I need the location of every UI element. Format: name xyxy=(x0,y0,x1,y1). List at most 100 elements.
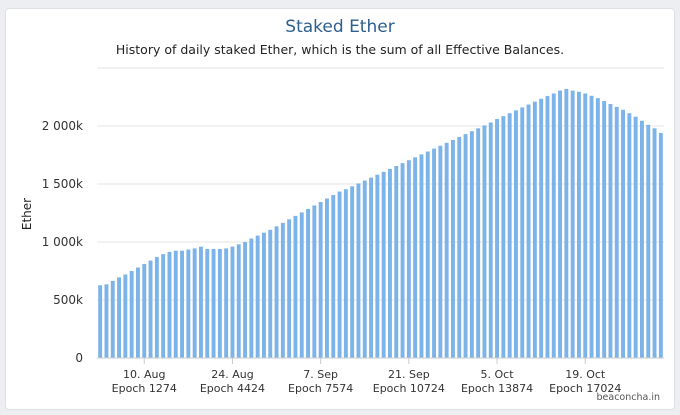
credits-link[interactable]: beaconcha.in xyxy=(596,392,661,403)
y-tick-label: 1 000k xyxy=(42,235,83,249)
bar[interactable] xyxy=(104,284,109,358)
bar[interactable] xyxy=(325,198,329,359)
bar[interactable] xyxy=(388,168,392,358)
bar[interactable] xyxy=(595,98,600,358)
bar[interactable] xyxy=(646,124,651,358)
bar[interactable] xyxy=(280,222,285,358)
bar[interactable] xyxy=(394,166,399,358)
bar[interactable] xyxy=(413,157,418,358)
bar[interactable] xyxy=(406,160,411,358)
bar[interactable] xyxy=(154,257,159,358)
bar[interactable] xyxy=(469,131,474,358)
bar[interactable] xyxy=(621,109,626,358)
bar[interactable] xyxy=(608,103,613,359)
bar[interactable] xyxy=(136,267,140,358)
bar[interactable] xyxy=(268,229,273,358)
bar[interactable] xyxy=(123,274,128,358)
bar[interactable] xyxy=(526,104,531,358)
x-tick-date: 10. Aug xyxy=(123,368,165,381)
bar[interactable] xyxy=(255,235,260,358)
bar[interactable] xyxy=(583,93,588,359)
bar[interactable] xyxy=(362,180,367,358)
bar[interactable] xyxy=(558,90,563,359)
bar[interactable] xyxy=(463,134,468,358)
x-tick-epoch: Epoch 17024 xyxy=(549,382,621,395)
bar[interactable] xyxy=(331,195,336,358)
bar[interactable] xyxy=(199,246,203,358)
bar[interactable] xyxy=(432,148,437,358)
bar[interactable] xyxy=(400,163,405,358)
bar[interactable] xyxy=(532,101,537,358)
bar[interactable] xyxy=(602,101,607,358)
bar[interactable] xyxy=(192,248,197,358)
bar[interactable] xyxy=(640,120,644,358)
bar[interactable] xyxy=(438,145,443,358)
bar[interactable] xyxy=(186,249,191,358)
x-tick-date: 5. Oct xyxy=(481,368,515,381)
bar[interactable] xyxy=(507,113,512,359)
bar[interactable] xyxy=(306,208,311,358)
bar[interactable] xyxy=(356,183,361,358)
bar[interactable] xyxy=(98,285,103,358)
x-tick-epoch: Epoch 10724 xyxy=(373,382,445,395)
bar[interactable] xyxy=(419,154,424,358)
bar[interactable] xyxy=(224,248,229,358)
bar[interactable] xyxy=(425,151,430,358)
bar[interactable] xyxy=(488,122,493,359)
bar[interactable] xyxy=(570,90,575,359)
bar[interactable] xyxy=(539,98,544,359)
bar[interactable] xyxy=(180,250,185,358)
bar[interactable] xyxy=(451,139,455,358)
bar[interactable] xyxy=(110,280,115,358)
y-tick-label: 2 000k xyxy=(42,119,83,133)
bar[interactable] xyxy=(658,132,663,358)
bar[interactable] xyxy=(142,264,147,358)
bar[interactable] xyxy=(293,215,298,358)
bar[interactable] xyxy=(217,248,222,358)
bar[interactable] xyxy=(299,212,304,358)
bar[interactable] xyxy=(501,116,506,358)
x-tick-epoch: Epoch 13874 xyxy=(461,382,533,395)
bar[interactable] xyxy=(457,137,462,358)
bar[interactable] xyxy=(249,238,254,358)
bar[interactable] xyxy=(262,232,266,358)
bar[interactable] xyxy=(173,250,178,358)
bar[interactable] xyxy=(343,189,348,358)
bar[interactable] xyxy=(161,254,166,358)
bar[interactable] xyxy=(551,93,556,359)
bar[interactable] xyxy=(444,142,449,358)
bar[interactable] xyxy=(148,260,153,358)
x-tick-date: 19. Oct xyxy=(565,368,606,381)
bar[interactable] xyxy=(476,128,481,358)
bar[interactable] xyxy=(318,201,323,358)
bar[interactable] xyxy=(236,244,241,358)
bar[interactable] xyxy=(312,205,317,358)
bar[interactable] xyxy=(564,88,569,358)
bar[interactable] xyxy=(350,186,355,358)
bar[interactable] xyxy=(589,95,594,358)
bar[interactable] xyxy=(652,128,657,358)
bar[interactable] xyxy=(287,219,292,358)
bar[interactable] xyxy=(627,113,632,359)
bar[interactable] xyxy=(482,125,487,358)
bar[interactable] xyxy=(545,96,550,358)
bar[interactable] xyxy=(129,271,134,358)
bar[interactable] xyxy=(211,248,216,358)
bar[interactable] xyxy=(243,242,248,358)
bar[interactable] xyxy=(230,246,235,358)
bar[interactable] xyxy=(495,119,500,358)
bar[interactable] xyxy=(274,226,279,358)
bar[interactable] xyxy=(167,251,172,358)
bar[interactable] xyxy=(614,106,619,358)
bar[interactable] xyxy=(369,177,374,358)
bar[interactable] xyxy=(633,116,638,358)
bar[interactable] xyxy=(205,248,210,358)
bar[interactable] xyxy=(520,107,525,358)
bar[interactable] xyxy=(577,91,581,358)
bar[interactable] xyxy=(117,277,122,358)
bar[interactable] xyxy=(381,171,386,358)
bar[interactable] xyxy=(337,191,342,358)
bar[interactable] xyxy=(514,110,518,358)
bar[interactable] xyxy=(375,174,380,358)
grid-lines xyxy=(97,67,664,301)
